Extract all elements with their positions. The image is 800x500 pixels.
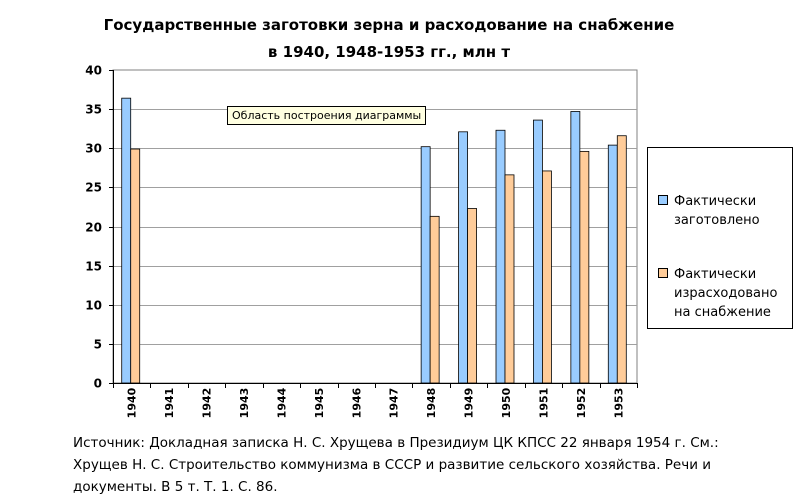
bar-harvested: [607, 144, 618, 384]
bar-harvested: [420, 146, 431, 384]
bar-spent: [542, 170, 552, 384]
bar-spent: [467, 208, 477, 384]
axes: [109, 70, 638, 388]
y-tick-label: 25: [85, 181, 102, 195]
y-tick-label: 40: [85, 64, 102, 78]
x-tick-label: 1941: [163, 388, 176, 419]
chart-title-line-2: в 1940, 1948-1953 гг., млн т: [267, 43, 511, 61]
legend: Фактически заготовлено Фактически израсх…: [647, 147, 793, 329]
bar-harvested: [570, 111, 581, 384]
chart-title-line-1: Государственные заготовки зерна и расход…: [103, 16, 675, 34]
tick-labels: 0 5 10 15 20 25 30 35 40 1940 1941 1942 1943 1944 1945…: [85, 64, 625, 419]
x-tick-label: 1950: [500, 387, 513, 418]
x-tick-label: 1948: [425, 388, 438, 419]
x-tick-label: 1949: [463, 388, 476, 419]
x-tick-label: 1953: [612, 388, 625, 419]
bar-harvested: [458, 131, 468, 384]
bar-harvested: [495, 129, 506, 384]
x-tick-label: 1947: [388, 388, 401, 419]
x-tick-label: 1944: [275, 387, 288, 418]
legend-label-spent: Фактически израсходовано на снабжение: [674, 267, 778, 320]
x-tick-label: 1942: [201, 388, 214, 419]
legend-label-harvested: Фактически заготовлено: [674, 194, 760, 228]
bar-spent: [130, 148, 141, 384]
y-tick-label: 10: [85, 299, 102, 313]
y-tick-label: 35: [85, 103, 102, 117]
chart-title: Государственные заготовки зерна и расход…: [0, 12, 778, 66]
x-tick-label: 1951: [537, 388, 550, 419]
plot-area-tooltip: Область построения диаграммы: [227, 106, 427, 125]
bar-spent: [504, 174, 515, 384]
x-tick-label: 1946: [350, 387, 363, 418]
bar-spent: [429, 215, 440, 384]
bar-harvested: [533, 119, 543, 384]
legend-swatch-harvested: [658, 195, 668, 205]
y-tick-label: 20: [85, 221, 102, 235]
bar-spent: [616, 135, 627, 384]
y-tick-label: 15: [85, 260, 102, 274]
source-note: Источник: Докладная записка Н. С. Хрущев…: [73, 435, 719, 495]
y-tick-label: 30: [85, 142, 102, 156]
legend-swatch-spent: [658, 268, 668, 278]
y-tick-label: 5: [94, 338, 102, 352]
x-tick-label: 1943: [238, 388, 251, 419]
x-tick-label: 1952: [575, 388, 588, 419]
bar-spent: [579, 150, 590, 384]
y-tick-label: 0: [94, 377, 102, 391]
bar-harvested: [121, 97, 132, 384]
x-tick-label: 1945: [313, 388, 326, 419]
x-tick-label: 1940: [126, 387, 139, 418]
